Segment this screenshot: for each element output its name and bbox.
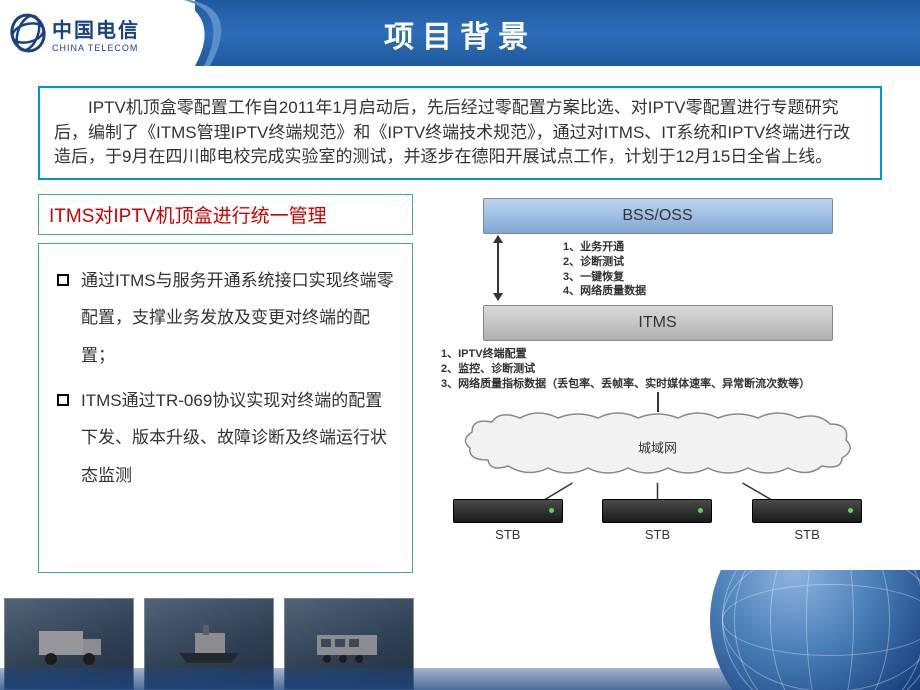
footer-train-image bbox=[284, 598, 414, 690]
header-curve-decoration bbox=[180, 0, 260, 66]
list-item: 1、IPTV终端配置 bbox=[441, 347, 874, 362]
logo-area: 中国电信 CHINA TELECOM bbox=[0, 0, 195, 66]
stb-box-icon bbox=[453, 499, 563, 523]
bullet-text: 通过ITMS与服务开通系统接口实现终端零配置，支撑业务发放及变更对终端的配置； bbox=[81, 262, 398, 374]
left-header: ITMS对IPTV机顶盒进行统一管理 bbox=[38, 194, 413, 235]
footer-ship-image bbox=[144, 598, 274, 690]
bullet-text: ITMS通过TR-069协议实现对终端的配置下发、版本升级、故障诊断及终端运行状… bbox=[81, 382, 398, 494]
footer-band bbox=[0, 668, 920, 690]
intro-paragraph: IPTV机顶盒零配置工作自2011年1月启动后，先后经过零配置方案比选、对IPT… bbox=[38, 86, 882, 180]
globe-decoration bbox=[710, 570, 920, 690]
stb-label: STB bbox=[645, 527, 670, 542]
logo-english: CHINA TELECOM bbox=[52, 43, 140, 53]
stb-device: STB bbox=[602, 499, 712, 542]
header: 中国电信 CHINA TELECOM 项目背景 bbox=[0, 0, 920, 66]
cloud-wrap: 城域网 bbox=[433, 410, 882, 485]
list-item: 2、诊断测试 bbox=[563, 255, 646, 270]
footer-decoration bbox=[0, 570, 920, 690]
left-body: 通过ITMS与服务开通系统接口实现终端零配置，支撑业务发放及变更对终端的配置； … bbox=[38, 243, 413, 573]
arrow-bss-itms bbox=[497, 236, 499, 300]
bullet-item: 通过ITMS与服务开通系统接口实现终端零配置，支撑业务发放及变更对终端的配置； bbox=[57, 262, 398, 374]
stb-device: STB bbox=[752, 499, 862, 542]
telecom-logo-icon bbox=[8, 11, 48, 55]
logo-chinese: 中国电信 bbox=[52, 14, 140, 43]
cloud-label: 城域网 bbox=[638, 438, 677, 457]
stb-box-icon bbox=[752, 499, 862, 523]
left-column: ITMS对IPTV机顶盒进行统一管理 通过ITMS与服务开通系统接口实现终端零配… bbox=[38, 194, 413, 573]
list-item: 1、业务开通 bbox=[563, 240, 646, 255]
arrow-itms-cloud bbox=[657, 392, 659, 412]
list-item: 4、网络质量数据 bbox=[563, 284, 646, 299]
bullet-square-icon bbox=[57, 394, 69, 406]
page-title: 项目背景 bbox=[384, 12, 536, 56]
intro-text: IPTV机顶盒零配置工作自2011年1月启动后，先后经过零配置方案比选、对IPT… bbox=[54, 98, 850, 166]
bss-oss-box: BSS/OSS bbox=[483, 198, 833, 234]
list-item: 3、网络质量指标数据（丢包率、丢帧率、实时媒体速率、异常断流次数等） bbox=[441, 377, 874, 392]
itms-box: ITMS bbox=[483, 305, 833, 341]
list-bss-itms: 1、业务开通 2、诊断测试 3、一键恢复 4、网络质量数据 bbox=[563, 240, 646, 299]
list-item: 3、一键恢复 bbox=[563, 270, 646, 285]
stb-box-icon bbox=[602, 499, 712, 523]
stb-device: STB bbox=[453, 499, 563, 542]
bullet-square-icon bbox=[57, 274, 69, 286]
stb-label: STB bbox=[495, 527, 520, 542]
content-row: ITMS对IPTV机顶盒进行统一管理 通过ITMS与服务开通系统接口实现终端零配… bbox=[0, 194, 920, 573]
stb-label: STB bbox=[794, 527, 819, 542]
list-itms-net: 1、IPTV终端配置 2、监控、诊断测试 3、网络质量指标数据（丢包率、丢帧率、… bbox=[441, 347, 874, 392]
stb-row: STB STB STB bbox=[433, 499, 882, 542]
diagram-column: BSS/OSS 1、业务开通 2、诊断测试 3、一键恢复 4、网络质量数据 IT… bbox=[433, 194, 882, 573]
list-item: 2、监控、诊断测试 bbox=[441, 362, 874, 377]
footer-truck-image bbox=[4, 598, 134, 690]
bullet-item: ITMS通过TR-069协议实现对终端的配置下发、版本升级、故障诊断及终端运行状… bbox=[57, 382, 398, 494]
